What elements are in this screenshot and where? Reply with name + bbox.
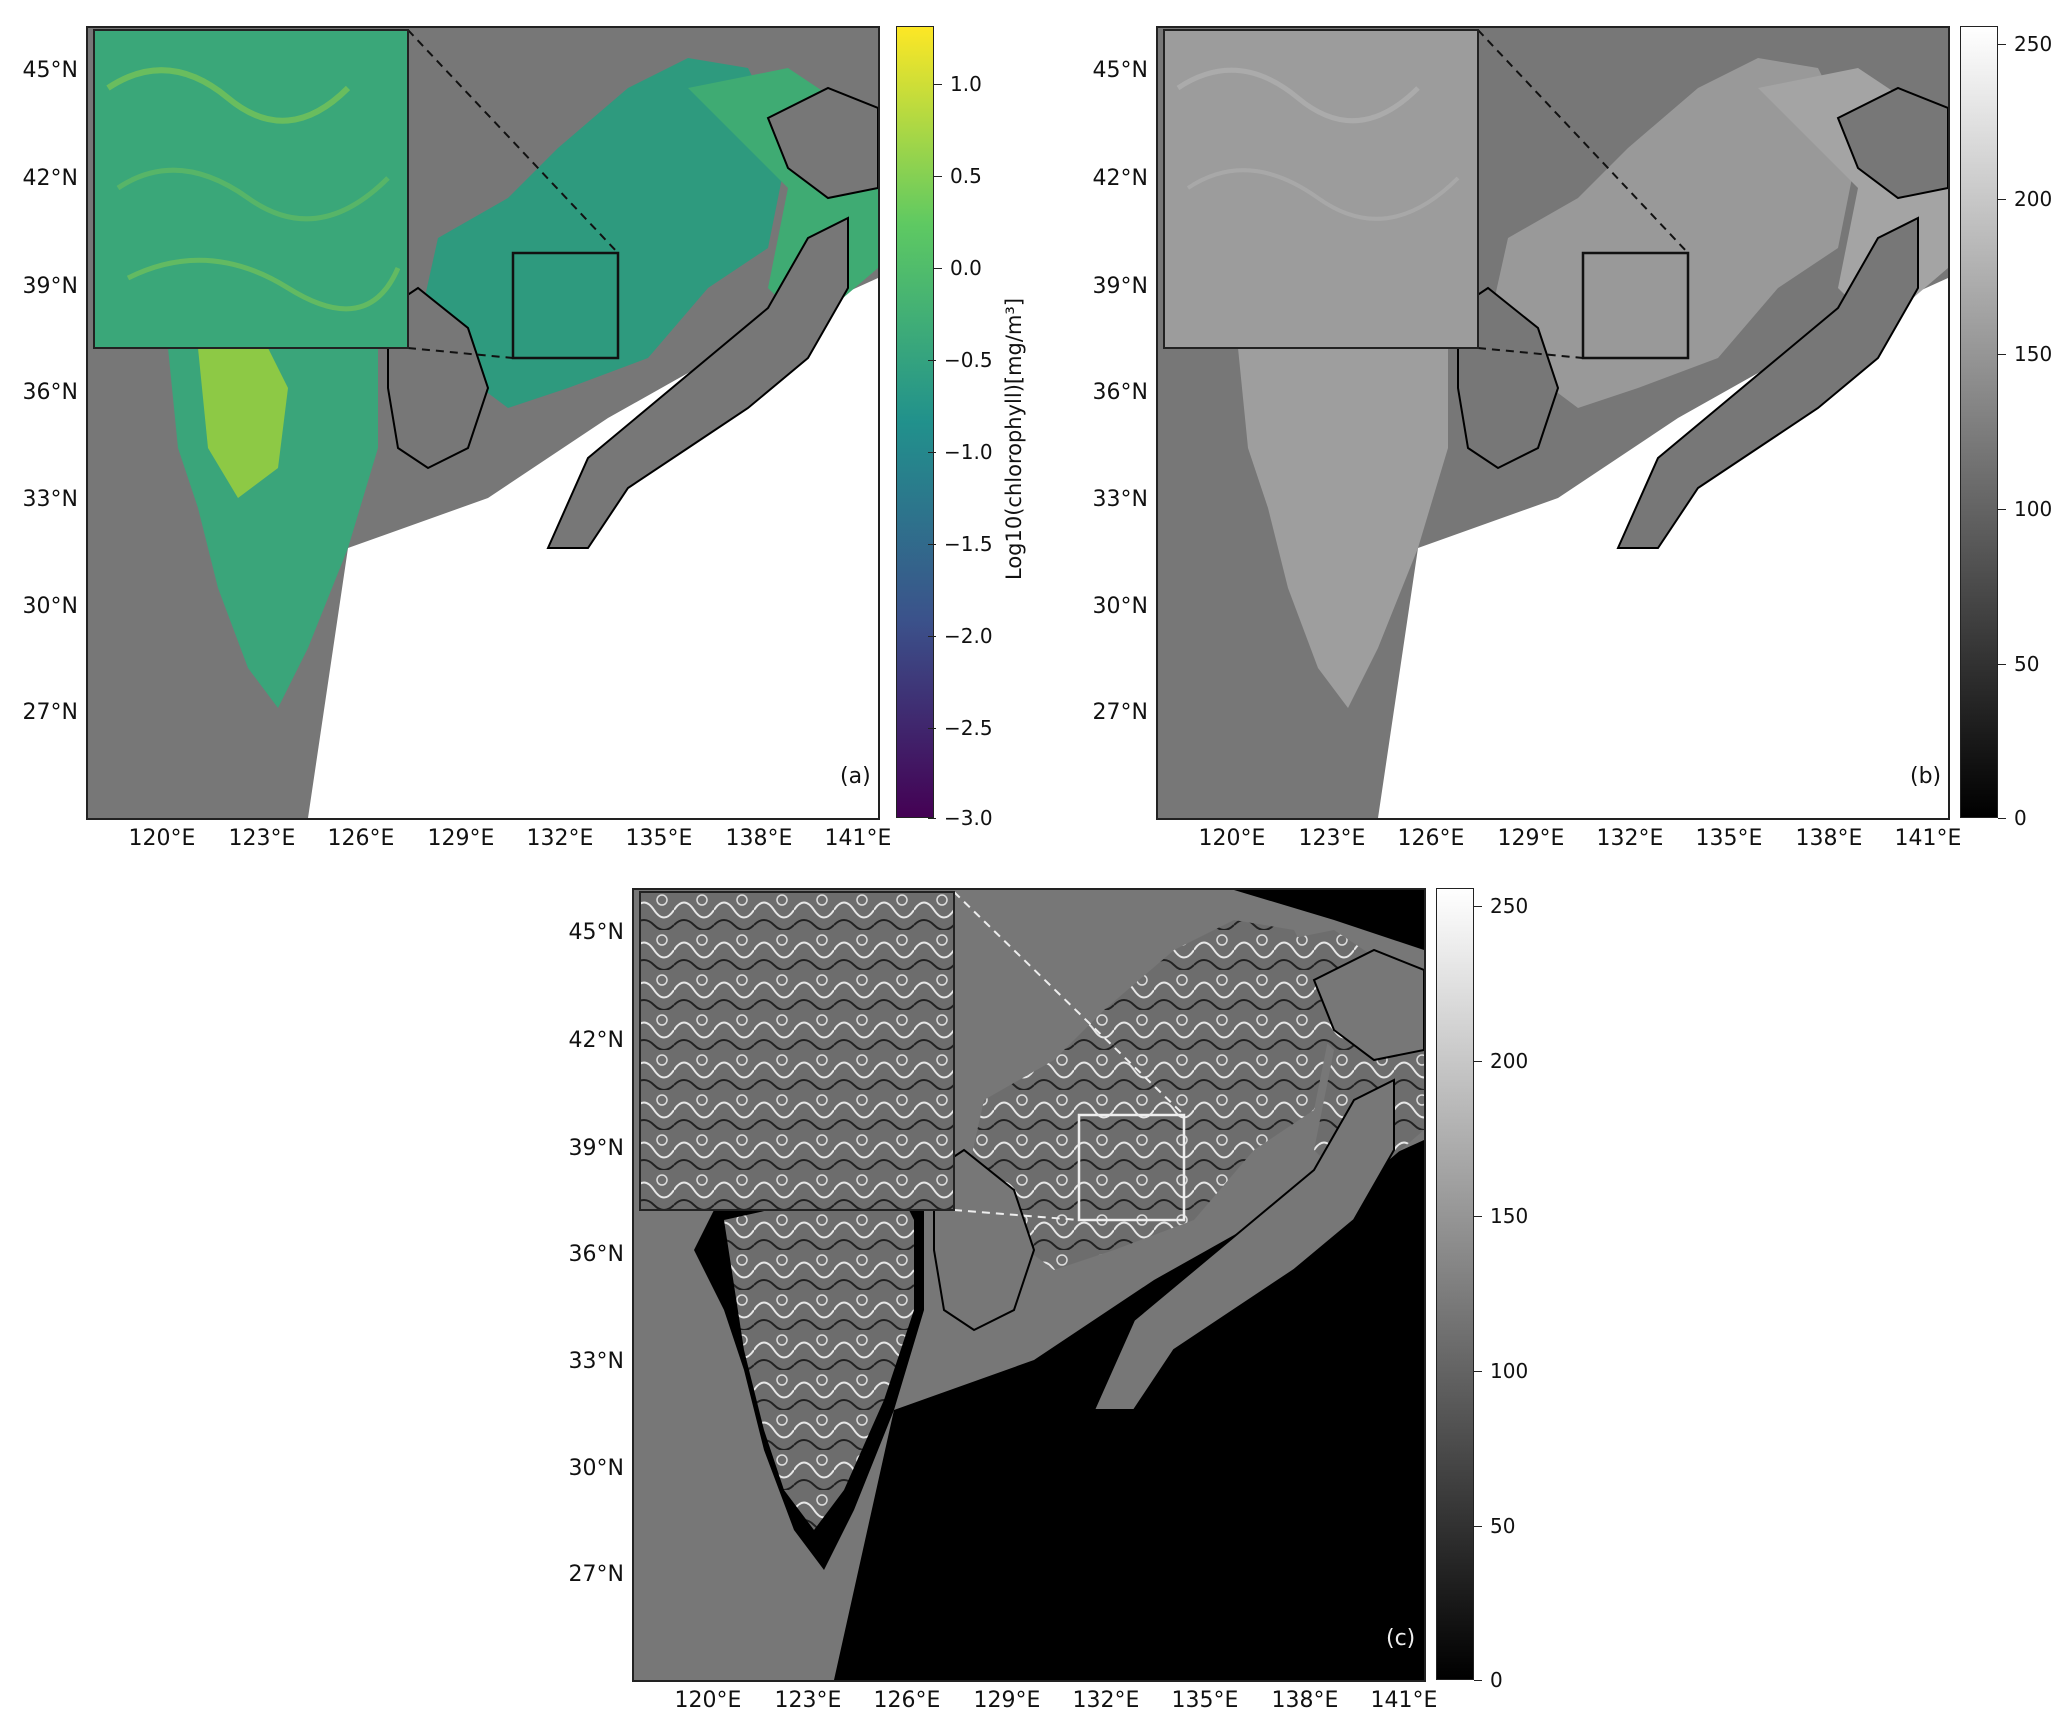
colorbar-c-tick: 150 xyxy=(1473,1204,1529,1228)
lon-label: 129°E xyxy=(1497,826,1565,851)
map-c xyxy=(632,888,1426,1682)
lat-label: 39°N xyxy=(22,274,78,299)
colorbar-c-tick: 50 xyxy=(1473,1514,1516,1538)
colorbar-c-tick: 100 xyxy=(1473,1359,1529,1383)
lat-label: 45°N xyxy=(22,58,78,83)
lat-label: 27°N xyxy=(22,700,78,725)
lon-label: 120°E xyxy=(1198,826,1266,851)
panel-b: (b) 45°N 42°N 39°N 36°N 33°N 30°N 27°N 1… xyxy=(1070,0,2066,860)
lat-label: 45°N xyxy=(568,920,624,945)
lon-label: 141°E xyxy=(1894,826,1962,851)
lon-label: 141°E xyxy=(1370,1688,1438,1713)
colorbar-c xyxy=(1436,888,1474,1680)
lon-label: 120°E xyxy=(674,1688,742,1713)
lon-label: 123°E xyxy=(774,1688,842,1713)
lat-label: 33°N xyxy=(1092,487,1148,512)
lat-label: 27°N xyxy=(1092,700,1148,725)
lon-label: 129°E xyxy=(973,1688,1041,1713)
colorbar-a-tick: −3.0 xyxy=(928,806,993,830)
lat-label: 39°N xyxy=(568,1136,624,1161)
lon-label: 126°E xyxy=(327,826,395,851)
lat-label: 42°N xyxy=(1092,166,1148,191)
colorbar-a-tick: −2.0 xyxy=(928,624,993,648)
lon-label: 132°E xyxy=(1072,1688,1140,1713)
map-a xyxy=(86,26,880,820)
panel-c: (c) 45°N 42°N 39°N 36°N 33°N 30°N 27°N 1… xyxy=(546,862,1546,1724)
colorbar-a-tick: −1.5 xyxy=(928,532,993,556)
lon-label: 138°E xyxy=(1795,826,1863,851)
lon-label: 129°E xyxy=(427,826,495,851)
colorbar-a-tick: 1.0 xyxy=(934,72,982,96)
lon-label: 138°E xyxy=(725,826,793,851)
lon-label: 120°E xyxy=(128,826,196,851)
lon-label: 126°E xyxy=(873,1688,941,1713)
panel-c-label: (c) xyxy=(1386,1626,1416,1651)
colorbar-a-tick: 0.0 xyxy=(934,256,982,280)
colorbar-a-tick: −2.5 xyxy=(928,716,993,740)
colorbar-b-tick: 0 xyxy=(1998,806,2027,830)
lat-label: 30°N xyxy=(22,594,78,619)
lat-label: 36°N xyxy=(22,380,78,405)
lon-label: 135°E xyxy=(1695,826,1763,851)
lon-label: 132°E xyxy=(526,826,594,851)
lon-label: 132°E xyxy=(1596,826,1664,851)
colorbar-a xyxy=(896,26,934,818)
colorbar-b-tick: 200 xyxy=(1997,187,2053,211)
lon-label: 135°E xyxy=(625,826,693,851)
colorbar-b-tick: 150 xyxy=(1997,342,2053,366)
lat-label: 30°N xyxy=(568,1456,624,1481)
lat-label: 33°N xyxy=(22,487,78,512)
lat-label: 27°N xyxy=(568,1562,624,1587)
colorbar-b-tick: 50 xyxy=(1997,652,2040,676)
colorbar-a-tick: −0.5 xyxy=(928,348,993,372)
panel-b-label: (b) xyxy=(1910,764,1942,789)
colorbar-b xyxy=(1960,26,1998,818)
colorbar-b-tick: 100 xyxy=(1997,497,2053,521)
panel-a-label: (a) xyxy=(840,764,871,789)
colorbar-a-tick: 0.5 xyxy=(934,164,982,188)
lat-label: 30°N xyxy=(1092,594,1148,619)
colorbar-c-tick: 0 xyxy=(1474,1668,1503,1692)
lon-label: 123°E xyxy=(1298,826,1366,851)
lat-label: 36°N xyxy=(568,1242,624,1267)
lon-label: 141°E xyxy=(824,826,892,851)
lat-label: 36°N xyxy=(1092,380,1148,405)
colorbar-a-tick: −1.0 xyxy=(928,440,993,464)
panel-a: (a) 45°N 42°N 39°N 36°N 33°N 30°N 27°N 1… xyxy=(0,0,1026,860)
lat-label: 33°N xyxy=(568,1349,624,1374)
map-b xyxy=(1156,26,1950,820)
colorbar-b-tick: 250 xyxy=(1997,32,2053,56)
colorbar-a-label: Log10(chlorophyll)[mg/m³] xyxy=(1002,297,1026,580)
lat-label: 42°N xyxy=(22,166,78,191)
lat-label: 39°N xyxy=(1092,274,1148,299)
lon-label: 123°E xyxy=(228,826,296,851)
lat-label: 42°N xyxy=(568,1028,624,1053)
colorbar-c-tick: 200 xyxy=(1473,1049,1529,1073)
lon-label: 135°E xyxy=(1171,1688,1239,1713)
lat-label: 45°N xyxy=(1092,58,1148,83)
colorbar-c-tick: 250 xyxy=(1473,894,1529,918)
lon-label: 138°E xyxy=(1271,1688,1339,1713)
lon-label: 126°E xyxy=(1397,826,1465,851)
